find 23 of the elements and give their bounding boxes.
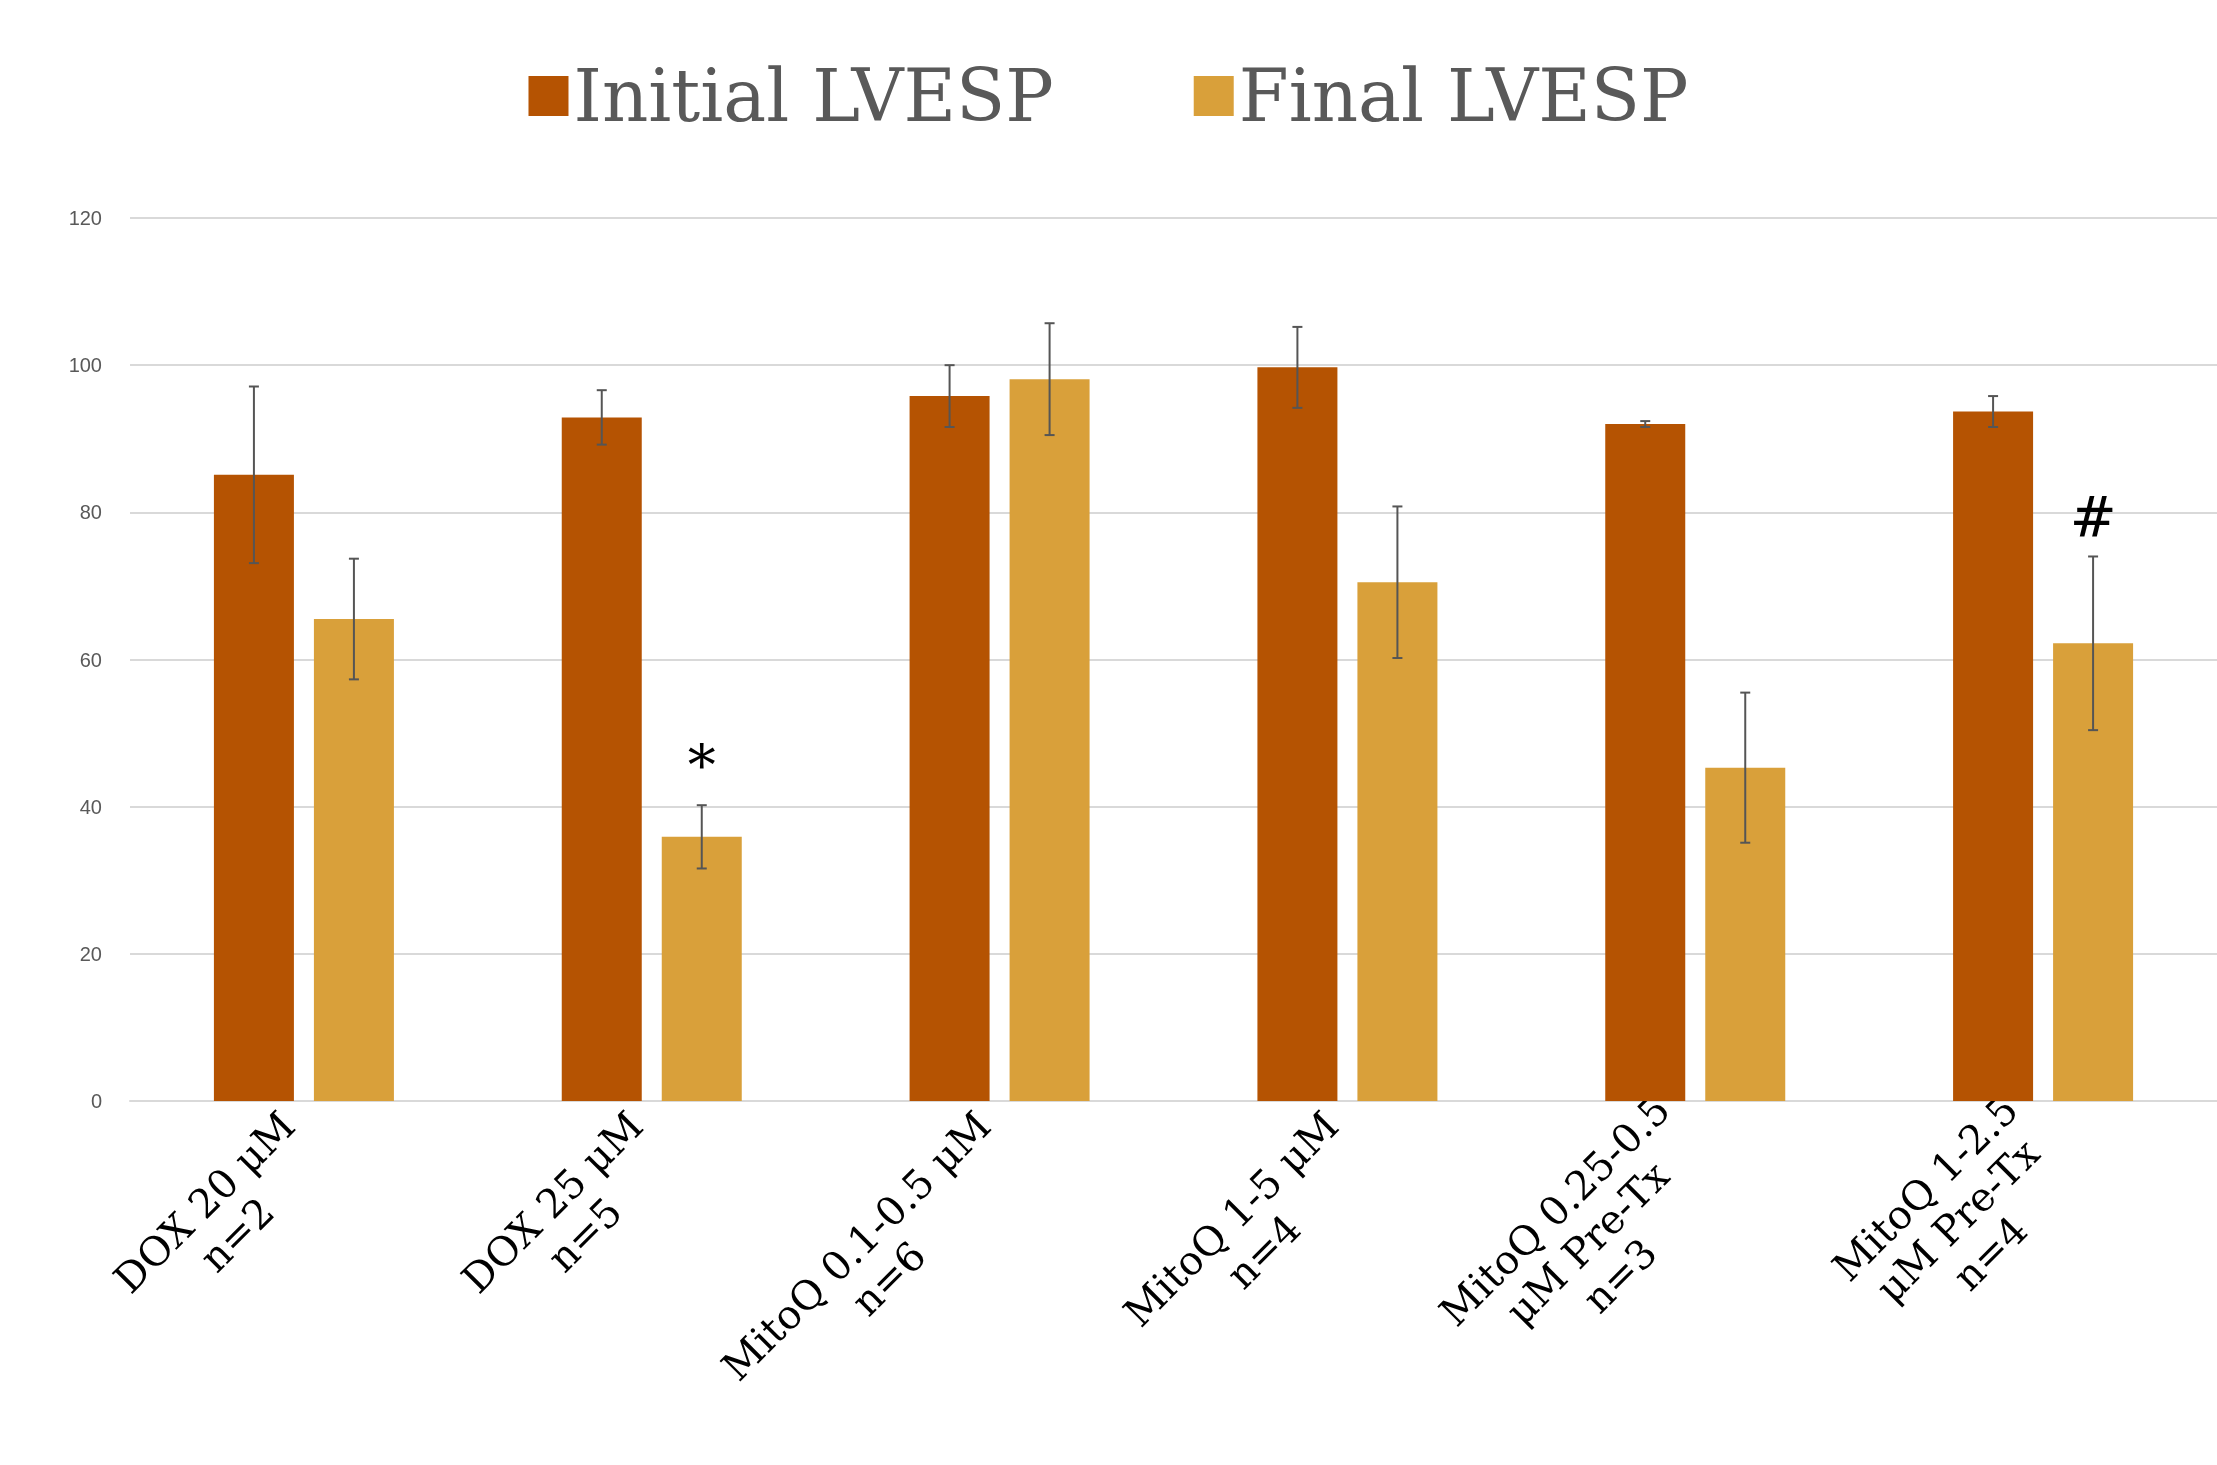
y-tick-label: 0 [90, 1090, 102, 1112]
bar [1605, 424, 1686, 1101]
bar [1357, 582, 1438, 1101]
bar [561, 417, 642, 1101]
bar [909, 396, 990, 1101]
y-tick-label: 40 [79, 795, 102, 818]
legend-label: Final LVESP [1238, 54, 1689, 138]
y-tick-label: 120 [68, 207, 102, 229]
bar [2053, 643, 2134, 1101]
y-tick-label: 100 [68, 354, 102, 377]
annotation: # [2069, 483, 2117, 549]
annotation: * [687, 732, 716, 798]
bar [313, 619, 394, 1101]
bar [661, 836, 742, 1101]
y-tick-label: 60 [79, 648, 102, 671]
y-tick-label: 20 [79, 942, 102, 965]
bar [1953, 411, 2034, 1101]
bar [1257, 367, 1338, 1101]
bar [1705, 767, 1786, 1101]
legend-label: Initial LVESP [573, 54, 1054, 138]
bar [1009, 379, 1090, 1101]
y-tick-label: 80 [79, 501, 102, 524]
bar [213, 474, 294, 1101]
